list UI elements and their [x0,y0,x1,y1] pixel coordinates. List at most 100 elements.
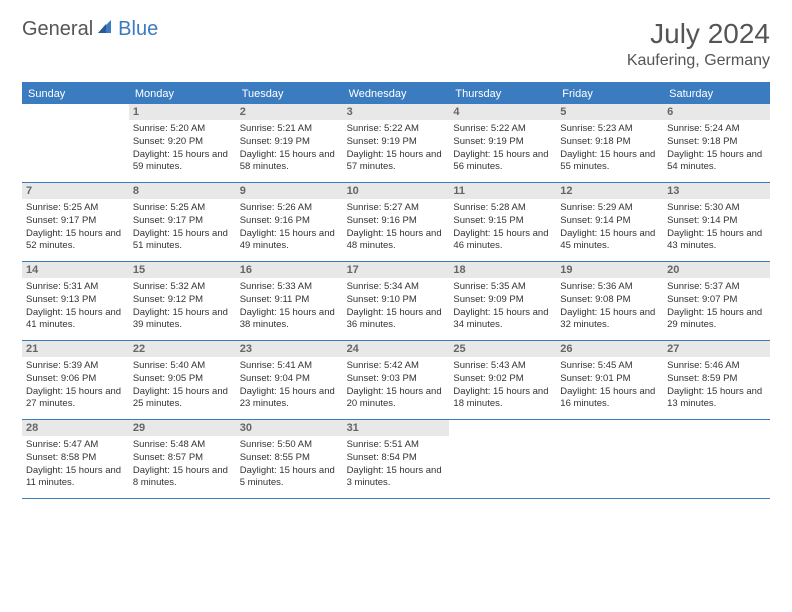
week-row: 14 Sunrise: 5:31 AMSunset: 9:13 PMDayligh… [22,262,770,341]
day-info: Sunrise: 5:24 AMSunset: 9:18 PMDaylight:… [667,123,766,174]
logo-text-general: General [22,18,93,41]
weekday-header: Wednesday [343,84,450,104]
day-cell [449,420,556,498]
day-number: 13 [663,183,770,199]
day-info: Sunrise: 5:40 AMSunset: 9:05 PMDaylight:… [133,360,232,411]
day-cell: 7 Sunrise: 5:25 AMSunset: 9:17 PMDaylight… [22,183,129,261]
logo-text-blue: Blue [118,18,158,41]
day-number: 1 [129,104,236,120]
day-number: 15 [129,262,236,278]
week-row: 1 Sunrise: 5:20 AMSunset: 9:20 PMDaylight… [22,104,770,183]
day-info: Sunrise: 5:42 AMSunset: 9:03 PMDaylight:… [347,360,446,411]
day-cell: 22 Sunrise: 5:40 AMSunset: 9:05 PMDayligh… [129,341,236,419]
day-info: Sunrise: 5:37 AMSunset: 9:07 PMDaylight:… [667,281,766,332]
weekday-header: Sunday [22,84,129,104]
day-number: 4 [449,104,556,120]
title-block: July 2024 Kaufering, Germany [627,18,770,70]
day-number: 8 [129,183,236,199]
week-row: 28 Sunrise: 5:47 AMSunset: 8:58 PMDayligh… [22,420,770,499]
weekday-header-row: SundayMondayTuesdayWednesdayThursdayFrid… [22,84,770,104]
day-info: Sunrise: 5:25 AMSunset: 9:17 PMDaylight:… [26,202,125,253]
day-info: Sunrise: 5:43 AMSunset: 9:02 PMDaylight:… [453,360,552,411]
day-cell: 18Sunrise: 5:35 AMSunset: 9:09 PMDayligh… [449,262,556,340]
day-number: 25 [449,341,556,357]
day-number: 30 [236,420,343,436]
day-number: 31 [343,420,450,436]
day-info: Sunrise: 5:34 AMSunset: 9:10 PMDaylight:… [347,281,446,332]
day-number: 21 [22,341,129,357]
day-number: 6 [663,104,770,120]
day-number: 2 [236,104,343,120]
location: Kaufering, Germany [627,52,770,70]
day-info: Sunrise: 5:45 AMSunset: 9:01 PMDaylight:… [560,360,659,411]
day-number: 10 [343,183,450,199]
day-cell: 20 Sunrise: 5:37 AMSunset: 9:07 PMDayligh… [663,262,770,340]
day-number: 17 [343,262,450,278]
day-cell: 5 Sunrise: 5:23 AMSunset: 9:18 PMDaylight… [556,104,663,182]
day-info: Sunrise: 5:33 AMSunset: 9:11 PMDaylight:… [240,281,339,332]
day-cell: 8 Sunrise: 5:25 AMSunset: 9:17 PMDaylight… [129,183,236,261]
day-cell: 1 Sunrise: 5:20 AMSunset: 9:20 PMDaylight… [129,104,236,182]
weekday-header: Monday [129,84,236,104]
day-info: Sunrise: 5:31 AMSunset: 9:13 PMDaylight:… [26,281,125,332]
day-info: Sunrise: 5:36 AMSunset: 9:08 PMDaylight:… [560,281,659,332]
day-cell: 10 Sunrise: 5:27 AMSunset: 9:16 PMDayligh… [343,183,450,261]
weeks-container: 1 Sunrise: 5:20 AMSunset: 9:20 PMDaylight… [22,104,770,499]
day-info: Sunrise: 5:26 AMSunset: 9:16 PMDaylight:… [240,202,339,253]
day-cell: 3 Sunrise: 5:22 AMSunset: 9:19 PMDaylight… [343,104,450,182]
day-cell: 6 Sunrise: 5:24 AMSunset: 9:18 PMDaylight… [663,104,770,182]
day-info: Sunrise: 5:25 AMSunset: 9:17 PMDaylight:… [133,202,232,253]
day-info: Sunrise: 5:41 AMSunset: 9:04 PMDaylight:… [240,360,339,411]
day-info: Sunrise: 5:50 AMSunset: 8:55 PMDaylight:… [240,439,339,490]
day-info: Sunrise: 5:32 AMSunset: 9:12 PMDaylight:… [133,281,232,332]
day-cell [556,420,663,498]
day-cell: 25 Sunrise: 5:43 AMSunset: 9:02 PMDayligh… [449,341,556,419]
logo-sail-icon [96,18,114,41]
day-number: 19 [556,262,663,278]
day-number: 18 [449,262,556,278]
day-number: 23 [236,341,343,357]
day-number: 9 [236,183,343,199]
day-info: Sunrise: 5:27 AMSunset: 9:16 PMDaylight:… [347,202,446,253]
day-cell: 13 Sunrise: 5:30 AMSunset: 9:14 PMDayligh… [663,183,770,261]
day-number: 11 [449,183,556,199]
day-number: 14 [22,262,129,278]
weekday-header: Thursday [449,84,556,104]
day-number: 7 [22,183,129,199]
day-cell: 31 Sunrise: 5:51 AMSunset: 8:54 PMDayligh… [343,420,450,498]
day-cell: 4 Sunrise: 5:22 AMSunset: 9:19 PMDaylight… [449,104,556,182]
day-info: Sunrise: 5:20 AMSunset: 9:20 PMDaylight:… [133,123,232,174]
day-cell: 14 Sunrise: 5:31 AMSunset: 9:13 PMDayligh… [22,262,129,340]
day-number: 12 [556,183,663,199]
header: General Blue July 2024 Kaufering, German… [22,18,770,70]
day-number: 16 [236,262,343,278]
day-info: Sunrise: 5:22 AMSunset: 9:19 PMDaylight:… [453,123,552,174]
day-number: 22 [129,341,236,357]
day-cell: 12 Sunrise: 5:29 AMSunset: 9:14 PMDayligh… [556,183,663,261]
day-cell: 9 Sunrise: 5:26 AMSunset: 9:16 PMDaylight… [236,183,343,261]
day-info: Sunrise: 5:47 AMSunset: 8:58 PMDaylight:… [26,439,125,490]
day-info: Sunrise: 5:23 AMSunset: 9:18 PMDaylight:… [560,123,659,174]
day-info: Sunrise: 5:30 AMSunset: 9:14 PMDaylight:… [667,202,766,253]
week-row: 21 Sunrise: 5:39 AMSunset: 9:06 PMDayligh… [22,341,770,420]
day-info: Sunrise: 5:29 AMSunset: 9:14 PMDaylight:… [560,202,659,253]
day-number: 27 [663,341,770,357]
day-cell: 27 Sunrise: 5:46 AMSunset: 8:59 PMDayligh… [663,341,770,419]
day-number: 28 [22,420,129,436]
week-row: 7Sunrise: 5:25 AMSunset: 9:17 PMDaylight… [22,183,770,262]
day-cell: 16 Sunrise: 5:33 AMSunset: 9:11 PMDayligh… [236,262,343,340]
day-cell: 30 Sunrise: 5:50 AMSunset: 8:55 PMDayligh… [236,420,343,498]
day-info: Sunrise: 5:51 AMSunset: 8:54 PMDaylight:… [347,439,446,490]
day-info: Sunrise: 5:39 AMSunset: 9:06 PMDaylight:… [26,360,125,411]
day-info: Sunrise: 5:22 AMSunset: 9:19 PMDaylight:… [347,123,446,174]
day-number: 5 [556,104,663,120]
day-cell: 21 Sunrise: 5:39 AMSunset: 9:06 PMDayligh… [22,341,129,419]
day-cell [22,104,129,182]
day-cell: 24Sunrise: 5:42 AMSunset: 9:03 PMDayligh… [343,341,450,419]
day-number: 20 [663,262,770,278]
weekday-header: Saturday [663,84,770,104]
logo: General Blue [22,18,158,41]
day-number: 3 [343,104,450,120]
day-info: Sunrise: 5:46 AMSunset: 8:59 PMDaylight:… [667,360,766,411]
day-cell: 15 Sunrise: 5:32 AMSunset: 9:12 PMDayligh… [129,262,236,340]
